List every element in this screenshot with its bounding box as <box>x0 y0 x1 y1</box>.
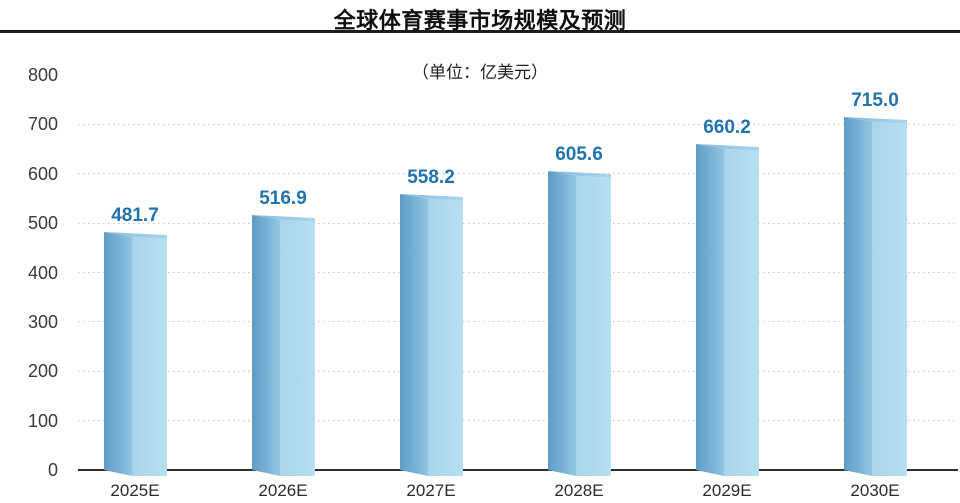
bar-value-label: 715.0 <box>851 90 899 111</box>
bar-front-face <box>131 236 167 476</box>
x-axis-label: 2030E <box>850 481 900 500</box>
bar-front-face <box>575 175 611 476</box>
gridline-700 <box>78 123 958 125</box>
x-axis-label: 2027E <box>406 481 456 500</box>
bar-front-face <box>427 198 463 476</box>
bar-2025E <box>103 232 167 476</box>
bar-top-face <box>103 232 167 239</box>
x-axis-label: 2029E <box>702 481 752 500</box>
x-axis-line <box>78 469 958 471</box>
bar-side-face <box>843 117 872 476</box>
gridline-400 <box>78 272 958 273</box>
y-tick-label: 600 <box>27 163 58 184</box>
bar-top-face <box>399 194 463 201</box>
x-axis-label: 2026E <box>258 481 308 500</box>
y-tick-label: 0 <box>47 460 58 480</box>
y-tick-label: 400 <box>27 262 58 283</box>
bar-value-label: 660.2 <box>703 117 751 138</box>
bar-top-face <box>251 215 315 222</box>
bar-side-face <box>695 144 724 476</box>
bar-value-label: 558.2 <box>407 167 455 188</box>
gridline-200 <box>78 370 958 372</box>
bar-top-face <box>695 144 759 151</box>
bar-value-label: 481.7 <box>111 205 159 226</box>
bar-side-face <box>103 232 132 476</box>
bar-front-face <box>723 148 759 476</box>
bar-front-face <box>279 219 315 476</box>
bar-2026E <box>251 215 315 476</box>
bar-2028E <box>547 171 611 476</box>
gridline-300 <box>78 321 958 323</box>
y-tick-label: 700 <box>27 114 58 135</box>
bar-2030E <box>843 117 907 476</box>
bar-value-label: 516.9 <box>259 188 307 209</box>
x-axis-label: 2025E <box>110 481 160 500</box>
bar-top-face <box>843 117 907 124</box>
y-tick-label: 800 <box>27 65 58 85</box>
bar-side-face <box>251 215 280 476</box>
gridline-100 <box>78 420 958 422</box>
title-divider <box>0 30 960 33</box>
gridline-600 <box>78 173 958 175</box>
chart-title: 全球体育赛事市场规模及预测 <box>333 8 627 33</box>
y-tick-label: 500 <box>27 213 58 234</box>
bar-side-face <box>399 194 428 476</box>
y-tick-label: 200 <box>27 361 58 382</box>
unit-label: （单位：亿美元） <box>412 63 548 82</box>
bar-side-face <box>547 171 576 476</box>
y-tick-label: 100 <box>27 410 58 431</box>
bar-value-label: 605.6 <box>555 144 603 165</box>
x-axis-label: 2028E <box>554 481 604 500</box>
bar-2027E <box>399 194 463 476</box>
y-tick-label: 300 <box>27 311 58 332</box>
bar-top-face <box>547 171 611 178</box>
bar-front-face <box>871 121 907 476</box>
gridline-500 <box>78 222 958 224</box>
bar-2029E <box>695 144 759 476</box>
